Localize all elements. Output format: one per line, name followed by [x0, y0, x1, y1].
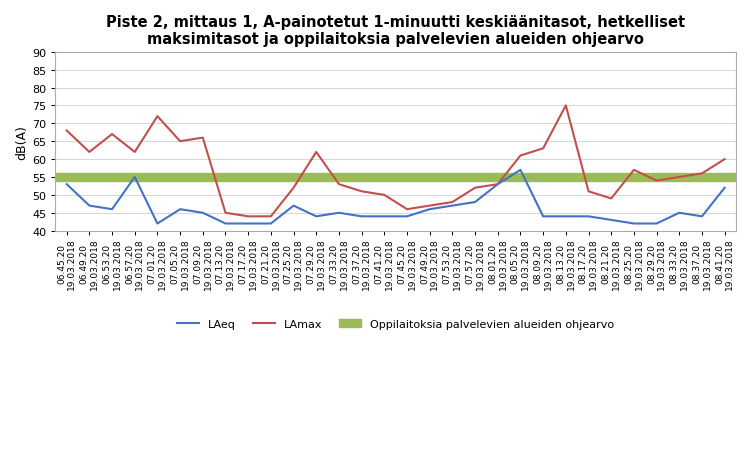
LAeq: [198, 211, 207, 216]
LAmax: [243, 214, 252, 220]
LAmax: [289, 186, 298, 191]
Y-axis label: dB(A): dB(A): [15, 124, 28, 159]
LAmax: [107, 132, 116, 138]
LAeq: [153, 221, 162, 227]
LAmax: [85, 150, 94, 155]
LAmax: [153, 114, 162, 120]
LAeq: [652, 221, 661, 227]
LAeq: [267, 221, 276, 227]
LAeq: [561, 214, 570, 220]
Legend: LAeq, LAmax, Oppilaitoksia palvelevien alueiden ohjearvo: LAeq, LAmax, Oppilaitoksia palvelevien a…: [177, 319, 614, 329]
LAeq: [584, 214, 593, 220]
LAmax: [516, 153, 525, 159]
LAmax: [652, 179, 661, 184]
LAeq: [516, 168, 525, 173]
LAeq: [674, 211, 683, 216]
LAmax: [493, 182, 502, 188]
LAeq: [221, 221, 230, 227]
LAmax: [357, 189, 366, 194]
LAeq: [538, 214, 547, 220]
LAmax: [312, 150, 321, 155]
LAeq: [289, 203, 298, 209]
LAeq: [107, 207, 116, 212]
LAeq: [471, 200, 480, 205]
LAeq: [607, 218, 616, 223]
LAmax: [403, 207, 412, 212]
LAeq: [380, 214, 389, 220]
LAmax: [130, 150, 139, 155]
LAmax: [267, 214, 276, 220]
LAmax: [584, 189, 593, 194]
LAeq: [85, 203, 94, 209]
LAeq: [698, 214, 707, 220]
LAeq: [403, 214, 412, 220]
LAmax: [198, 136, 207, 141]
LAeq: [176, 207, 185, 212]
LAmax: [471, 186, 480, 191]
LAmax: [538, 146, 547, 152]
LAmax: [698, 171, 707, 177]
LAeq: [493, 182, 502, 188]
LAeq: [312, 214, 321, 220]
LAmax: [221, 211, 230, 216]
LAmax: [425, 203, 434, 209]
LAmax: [629, 168, 638, 173]
LAmax: [334, 182, 343, 188]
LAeq: [130, 175, 139, 180]
LAmax: [448, 200, 457, 205]
LAmax: [176, 139, 185, 145]
LAmax: [607, 196, 616, 202]
LAeq: [62, 182, 71, 188]
LAeq: [448, 203, 457, 209]
LAeq: [243, 221, 252, 227]
LAeq: [629, 221, 638, 227]
Title: Piste 2, mittaus 1, A-painotetut 1-minuutti keskiäänitasot, hetkelliset
maksimit: Piste 2, mittaus 1, A-painotetut 1-minuu…: [106, 15, 685, 47]
LAeq: [425, 207, 434, 212]
LAmax: [674, 175, 683, 180]
LAeq: [357, 214, 366, 220]
Line: LAmax: LAmax: [67, 106, 725, 217]
LAeq: [334, 211, 343, 216]
LAmax: [62, 129, 71, 134]
Line: LAeq: LAeq: [67, 170, 725, 224]
LAmax: [561, 103, 570, 109]
LAmax: [720, 157, 729, 162]
LAmax: [380, 193, 389, 198]
LAeq: [720, 186, 729, 191]
